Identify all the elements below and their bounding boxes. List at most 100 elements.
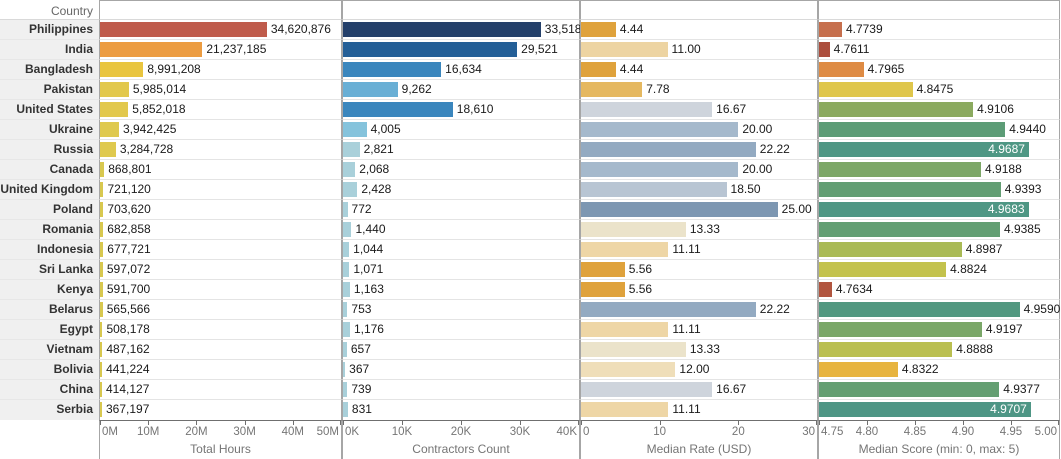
row-label-india[interactable]: India bbox=[0, 40, 99, 60]
bar-median-rate[interactable] bbox=[581, 102, 713, 117]
bar-median-rate[interactable] bbox=[581, 202, 778, 217]
bar-median-rate[interactable] bbox=[581, 262, 625, 277]
row-label-poland[interactable]: Poland bbox=[0, 200, 99, 220]
bar-contractors-count[interactable] bbox=[343, 362, 346, 377]
row-label-ukraine[interactable]: Ukraine bbox=[0, 120, 99, 140]
bar-median-rate[interactable] bbox=[581, 162, 739, 177]
row-label-kenya[interactable]: Kenya bbox=[0, 280, 99, 300]
bar-median-score[interactable] bbox=[819, 22, 842, 37]
bar-contractors-count[interactable] bbox=[343, 242, 350, 257]
row-label-bolivia[interactable]: Bolivia bbox=[0, 360, 99, 380]
row-label-vietnam[interactable]: Vietnam bbox=[0, 340, 99, 360]
bar-median-rate[interactable] bbox=[581, 362, 676, 377]
bar-median-score[interactable] bbox=[819, 242, 962, 257]
bar-contractors-count[interactable] bbox=[343, 302, 348, 317]
bar-total-hours[interactable] bbox=[100, 122, 119, 137]
bar-contractors-count[interactable] bbox=[343, 82, 398, 97]
bar-total-hours[interactable] bbox=[100, 142, 116, 157]
bar-median-score[interactable] bbox=[819, 122, 1006, 137]
bar-total-hours[interactable] bbox=[100, 222, 104, 237]
bar-median-rate[interactable] bbox=[581, 282, 625, 297]
bar-median-rate[interactable] bbox=[581, 402, 669, 417]
bar-contractors-count[interactable] bbox=[343, 202, 348, 217]
bar-contractors-count[interactable] bbox=[343, 262, 350, 277]
row-label-serbia[interactable]: Serbia bbox=[0, 400, 99, 420]
bar-median-score[interactable] bbox=[819, 262, 947, 277]
row-label-pakistan[interactable]: Pakistan bbox=[0, 80, 99, 100]
bar-total-hours[interactable] bbox=[100, 162, 105, 177]
bar-contractors-count[interactable] bbox=[343, 402, 348, 417]
bar-total-hours[interactable] bbox=[100, 282, 103, 297]
bar-contractors-count[interactable] bbox=[343, 62, 442, 77]
bar-contractors-count[interactable] bbox=[343, 162, 356, 177]
bar-median-rate[interactable] bbox=[581, 382, 713, 397]
bar-total-hours[interactable] bbox=[100, 262, 103, 277]
bar-total-hours[interactable] bbox=[100, 242, 104, 257]
bar-contractors-count[interactable] bbox=[343, 282, 350, 297]
row-label-egypt[interactable]: Egypt bbox=[0, 320, 99, 340]
bar-total-hours[interactable] bbox=[100, 82, 129, 97]
bar-median-score[interactable] bbox=[819, 42, 830, 57]
bar-contractors-count[interactable] bbox=[343, 102, 453, 117]
row-label-united-states[interactable]: United States bbox=[0, 100, 99, 120]
bar-median-rate[interactable] bbox=[581, 242, 669, 257]
bar-contractors-count[interactable] bbox=[343, 142, 360, 157]
bar-median-score[interactable] bbox=[819, 282, 832, 297]
bar-total-hours[interactable] bbox=[100, 302, 103, 317]
bar-median-rate[interactable] bbox=[581, 62, 616, 77]
row-label-belarus[interactable]: Belarus bbox=[0, 300, 99, 320]
bar-contractors-count[interactable] bbox=[343, 382, 348, 397]
bar-median-rate[interactable] bbox=[581, 322, 669, 337]
bar-median-rate[interactable] bbox=[581, 42, 668, 57]
bar-median-score[interactable] bbox=[819, 302, 1020, 317]
bar-total-hours[interactable] bbox=[100, 182, 104, 197]
bar-contractors-count[interactable] bbox=[343, 122, 367, 137]
row-label-romania[interactable]: Romania bbox=[0, 220, 99, 240]
bar-median-rate[interactable] bbox=[581, 122, 739, 137]
bar-total-hours[interactable] bbox=[100, 62, 144, 77]
bar-median-score[interactable] bbox=[819, 102, 974, 117]
bar-total-hours[interactable] bbox=[100, 362, 103, 377]
bar-median-rate[interactable] bbox=[581, 82, 643, 97]
bar-median-score[interactable]: 4.9687 bbox=[819, 142, 1029, 157]
bar-median-score[interactable]: 4.9707 bbox=[819, 402, 1031, 417]
bar-median-score[interactable] bbox=[819, 222, 1000, 237]
row-label-indonesia[interactable]: Indonesia bbox=[0, 240, 99, 260]
row-label-united-kingdom[interactable]: United Kingdom bbox=[0, 180, 99, 200]
bar-median-score[interactable] bbox=[819, 82, 913, 97]
bar-median-rate[interactable] bbox=[581, 302, 756, 317]
bar-median-score[interactable] bbox=[819, 322, 982, 337]
bar-median-score[interactable] bbox=[819, 162, 982, 177]
bar-median-score[interactable] bbox=[819, 182, 1001, 197]
bar-total-hours[interactable] bbox=[100, 102, 129, 117]
bar-contractors-count[interactable] bbox=[343, 342, 347, 357]
bar-median-rate[interactable] bbox=[581, 182, 727, 197]
bar-total-hours[interactable] bbox=[100, 22, 267, 37]
bar-median-score[interactable] bbox=[819, 382, 1000, 397]
row-label-bangladesh[interactable]: Bangladesh bbox=[0, 60, 99, 80]
bar-median-score[interactable] bbox=[819, 342, 953, 357]
bar-contractors-count[interactable] bbox=[343, 42, 518, 57]
bar-median-score[interactable] bbox=[819, 62, 864, 77]
bar-total-hours[interactable] bbox=[100, 402, 102, 417]
bar-median-rate[interactable] bbox=[581, 22, 616, 37]
bar-total-hours[interactable] bbox=[100, 382, 102, 397]
bar-median-score[interactable]: 4.9683 bbox=[819, 202, 1029, 217]
bar-total-hours[interactable] bbox=[100, 342, 103, 357]
row-label-philippines[interactable]: Philippines bbox=[0, 20, 99, 40]
bar-total-hours[interactable] bbox=[100, 42, 203, 57]
bar-median-rate[interactable] bbox=[581, 342, 686, 357]
bar-contractors-count[interactable] bbox=[343, 222, 352, 237]
bar-contractors-count[interactable] bbox=[343, 182, 358, 197]
row-label-russia[interactable]: Russia bbox=[0, 140, 99, 160]
bar-contractors-count[interactable] bbox=[343, 322, 350, 337]
row-label-sri-lanka[interactable]: Sri Lanka bbox=[0, 260, 99, 280]
row-label-china[interactable]: China bbox=[0, 380, 99, 400]
bar-median-rate[interactable] bbox=[581, 142, 756, 157]
bar-median-rate[interactable] bbox=[581, 222, 686, 237]
bar-contractors-count[interactable] bbox=[343, 22, 541, 37]
bar-total-hours[interactable] bbox=[100, 322, 103, 337]
row-label-canada[interactable]: Canada bbox=[0, 160, 99, 180]
bar-median-score[interactable] bbox=[819, 362, 898, 377]
bar-total-hours[interactable] bbox=[100, 202, 104, 217]
